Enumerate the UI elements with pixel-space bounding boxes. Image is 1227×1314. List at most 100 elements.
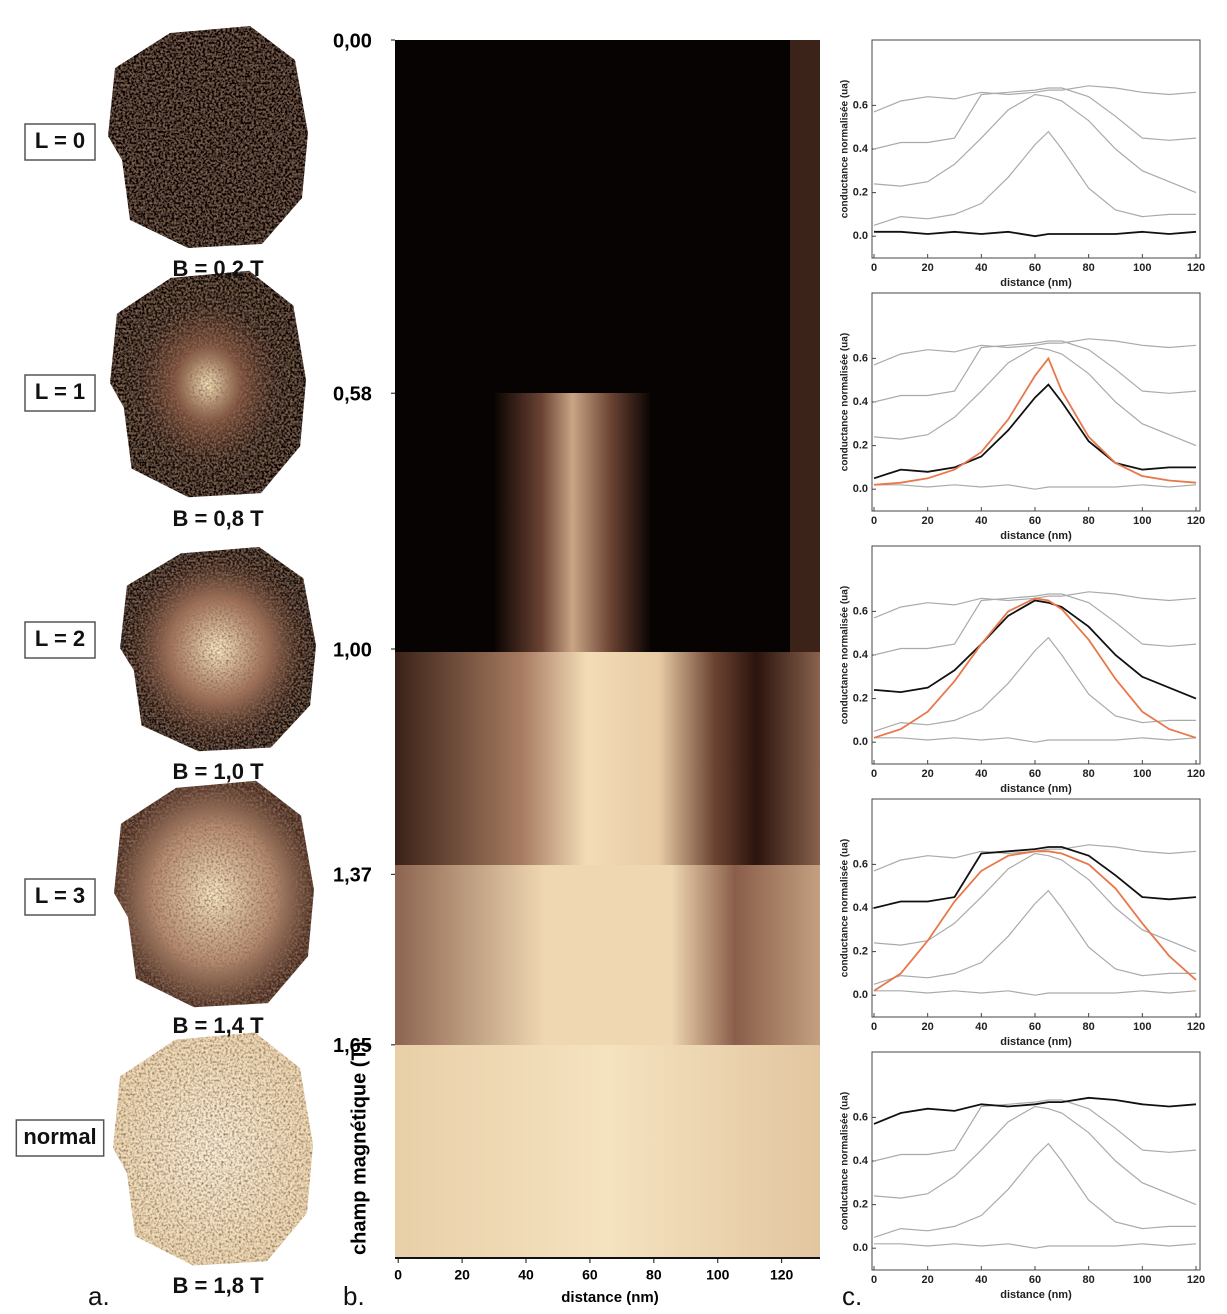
x-tick-label: 40 <box>518 1267 534 1283</box>
x-tick-label: 20 <box>922 768 934 780</box>
profile-line <box>873 852 1197 953</box>
profile-line <box>873 1105 1197 1206</box>
y-tick-label: 0,58 <box>333 384 372 406</box>
x-tick-label: 0 <box>871 1274 877 1286</box>
x-tick-label: 20 <box>922 515 934 527</box>
y-axis-title: champ magnétique (T) <box>348 1042 370 1255</box>
profile-line <box>873 1096 1197 1125</box>
x-tick-label: 80 <box>1083 1274 1095 1286</box>
x-tick-label: 60 <box>1029 515 1041 527</box>
profile-line <box>874 1243 1197 1249</box>
heatmap-noise <box>395 40 820 1258</box>
y-tick-label: 0.2 <box>853 693 868 705</box>
x-axis-title: distance (nm) <box>1000 1289 1072 1301</box>
state-label: L = 1 <box>35 379 85 404</box>
x-tick-label: 120 <box>770 1267 794 1283</box>
state-label: L = 0 <box>35 128 85 153</box>
y-tick-label: 1,65 <box>333 1035 372 1057</box>
x-tick-label: 0 <box>871 262 877 274</box>
map-image <box>114 780 314 1008</box>
x-tick-label: 60 <box>1029 768 1041 780</box>
field-label: B = 0,8 T <box>172 506 264 531</box>
profile-line <box>873 844 1197 872</box>
x-tick-label: 120 <box>1187 768 1205 780</box>
x-tick-label: 40 <box>975 768 987 780</box>
plot-frame <box>871 798 1201 1018</box>
profile-line <box>873 356 1197 486</box>
x-axis-title: distance (nm) <box>1000 530 1072 542</box>
heatmap-band <box>395 652 820 865</box>
profile-line <box>874 484 1197 490</box>
x-tick-label: 100 <box>1133 1021 1151 1033</box>
profile-line <box>873 599 1197 700</box>
profile-line <box>873 338 1197 366</box>
profile-chart: 0 20 40 60 80 100 120 0.0 0.2 0.4 0.6 distance (nm)… <box>840 798 1205 1048</box>
profile-line <box>873 591 1197 619</box>
x-tick-label: 60 <box>1029 1274 1041 1286</box>
x-tick-label: 20 <box>922 262 934 274</box>
state-label-box <box>24 123 96 161</box>
field-label: B = 1,4 T <box>172 1013 264 1038</box>
profile-line <box>873 87 1197 150</box>
y-axis-title: conductance normalisée (ua) <box>840 839 851 977</box>
x-tick-label: 20 <box>454 1267 470 1283</box>
panel-label: c. <box>842 1281 862 1311</box>
plot-frame <box>871 292 1201 512</box>
y-axis-title: conductance normalisée (ua) <box>840 80 851 218</box>
heatmap-edge <box>790 40 820 652</box>
y-tick-label: 0.0 <box>853 736 868 748</box>
state-label-box <box>24 374 96 412</box>
profile-line <box>873 850 1197 992</box>
heatmap-band <box>395 865 820 1045</box>
profile-line <box>873 846 1197 909</box>
y-tick-label: 0.4 <box>853 902 869 914</box>
map-image <box>108 26 308 248</box>
x-tick-label: 40 <box>975 1274 987 1286</box>
profile-chart: 0 20 40 60 80 100 120 0.0 0.2 0.4 0.6 distance (nm)… <box>840 292 1205 542</box>
profile-line <box>874 230 1197 238</box>
y-axis-title: conductance normalisée (ua) <box>840 333 851 471</box>
x-tick-label: 80 <box>1083 262 1095 274</box>
y-tick-label: 0.4 <box>853 396 869 408</box>
x-tick-label: 20 <box>922 1274 934 1286</box>
profile-line <box>873 593 1197 656</box>
x-axis-title: distance (nm) <box>1000 783 1072 795</box>
heatmap-band <box>395 1045 820 1258</box>
x-tick-label: 40 <box>975 515 987 527</box>
map-images <box>108 26 317 1266</box>
x-axis-title: distance (nm) <box>1000 1036 1072 1048</box>
profile-line <box>874 737 1197 743</box>
x-tick-label: 100 <box>706 1267 730 1283</box>
y-axis-title: conductance normalisée (ua) <box>840 1092 851 1230</box>
heatmap-band <box>495 393 650 652</box>
x-tick-label: 80 <box>1083 768 1095 780</box>
profile-line <box>873 383 1196 480</box>
profile-line <box>873 636 1196 732</box>
profile-line <box>874 990 1197 996</box>
x-tick-label: 100 <box>1133 1274 1151 1286</box>
heatmap-image <box>395 40 820 1258</box>
field-label: B = 0,2 T <box>172 256 264 281</box>
y-tick-label: 0.6 <box>853 858 868 870</box>
x-tick-label: 0 <box>871 1021 877 1033</box>
y-tick-label: 0.2 <box>853 1199 868 1211</box>
state-label: normal <box>23 1124 96 1149</box>
x-tick-label: 40 <box>975 1021 987 1033</box>
profile-chart: 0 20 40 60 80 100 120 0.0 0.2 0.4 0.6 distance (nm)… <box>840 1051 1205 1301</box>
labels-and-charts: L = 0 B = 0,2 T L = 1 B = 0,8 T L = 2 B = 1,0… <box>15 30 1205 1311</box>
x-tick-label: 120 <box>1187 1274 1205 1286</box>
state-label: L = 2 <box>35 626 85 651</box>
state-label-box <box>15 1119 105 1157</box>
y-tick-label: 0.0 <box>853 483 868 495</box>
x-tick-label: 100 <box>1133 768 1151 780</box>
profile-line <box>873 1142 1196 1238</box>
y-tick-label: 0.4 <box>853 649 869 661</box>
y-tick-label: 0.0 <box>853 230 868 242</box>
y-tick-label: 0.4 <box>853 143 869 155</box>
x-tick-label: 0 <box>394 1267 402 1283</box>
x-tick-label: 60 <box>1029 262 1041 274</box>
x-tick-label: 100 <box>1133 515 1151 527</box>
x-tick-label: 20 <box>922 1021 934 1033</box>
y-tick-label: 0.6 <box>853 1111 868 1123</box>
